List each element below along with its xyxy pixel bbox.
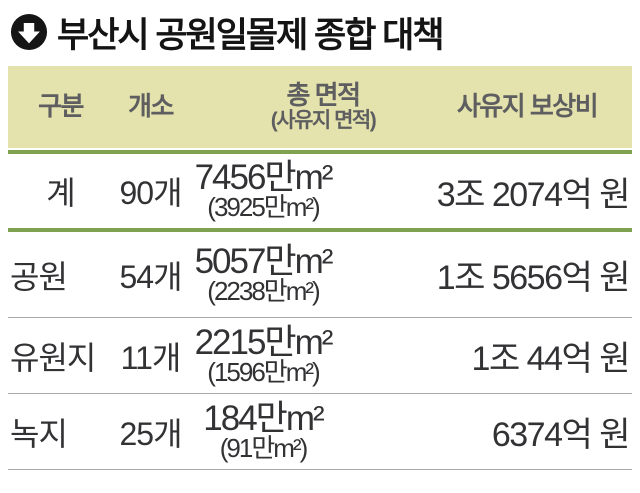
row-area-total: 184만m²	[203, 398, 324, 438]
row-area-total: 7456만m²	[194, 158, 334, 198]
header-count: 개소	[128, 91, 174, 122]
header-area: 총 면적 (사유지 면적)	[248, 82, 398, 131]
row-area: 2215만m² (1596만m²)	[188, 322, 338, 387]
row-category: 녹지	[10, 415, 68, 452]
page-title: 부산시 공원일몰제 종합 대책	[57, 15, 445, 55]
row-category: 공원	[10, 258, 68, 295]
row-area-private: (2238만m²)	[207, 275, 320, 306]
table-header-row: 구분 개소 총 면적 (사유지 면적) 사유지 보상비	[8, 66, 632, 148]
green-divider-total	[8, 228, 632, 232]
table-row: 유원지 11개 2215만m² (1596만m²) 1조 44억 원	[8, 318, 632, 394]
row-category: 유원지	[10, 339, 96, 376]
table-row: 계 90개 7456만m² (3925만m²) 3조 2074억 원	[8, 154, 632, 228]
row-area: 184만m² (91만m²)	[188, 398, 338, 463]
header-area-sub: (사유지 면적)	[270, 108, 377, 132]
row-count: 11개	[120, 339, 182, 376]
row-category: 계	[46, 175, 75, 211]
table-row: 녹지 25개 184만m² (91만m²) 6374억 원	[8, 394, 632, 470]
header-area-main: 총 면적	[286, 80, 361, 111]
row-area-private: (1596만m²)	[207, 356, 320, 387]
title-bar: 부산시 공원일몰제 종합 대책	[0, 0, 640, 56]
row-area-private: (3925만m²)	[207, 192, 320, 223]
row-area: 7456만m² (3925만m²)	[188, 158, 338, 223]
row-count: 54개	[119, 258, 182, 295]
row-area-total: 5057만m²	[194, 241, 334, 281]
row-area-total: 2215만m²	[194, 322, 334, 362]
row-area-private: (91만m²)	[219, 432, 308, 463]
row-compensation: 1조 5656억 원	[436, 259, 631, 297]
row-compensation: 6374억 원	[491, 416, 631, 454]
header-category: 구분	[38, 91, 84, 122]
summary-table: 구분 개소 총 면적 (사유지 면적) 사유지 보상비 계 90개 7456만m…	[8, 66, 632, 470]
table-row: 공원 54개 5057만m² (2238만m²) 1조 5656억 원	[8, 232, 632, 318]
row-count: 90개	[119, 175, 182, 211]
row-compensation: 3조 2074억 원	[436, 175, 631, 214]
row-area: 5057만m² (2238만m²)	[188, 241, 338, 306]
green-divider-top	[8, 150, 632, 154]
circle-down-arrow-icon	[10, 13, 48, 51]
header-compensation: 사유지 보상비	[456, 91, 599, 122]
row-compensation: 1조 44억 원	[471, 340, 631, 378]
row-count: 25개	[119, 415, 182, 452]
